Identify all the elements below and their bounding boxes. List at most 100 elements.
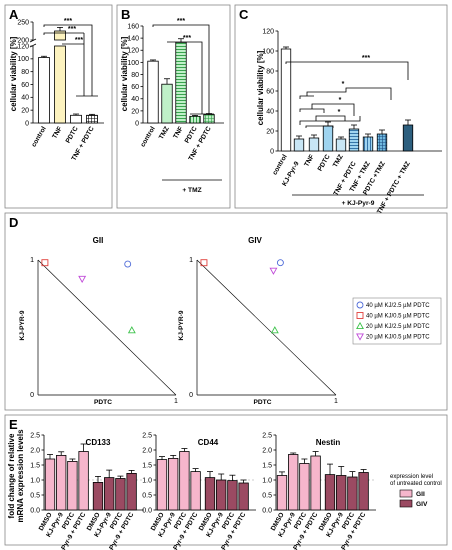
d-legend-box	[352, 297, 442, 345]
e-y-tick-label: 1.0	[142, 477, 152, 484]
c-sig-bracket	[315, 115, 346, 121]
e-bar-gii	[56, 454, 67, 511]
e-legend-swatch	[399, 489, 413, 498]
b-y-tick-label: 20	[131, 108, 139, 115]
e-y-tick-label: 0.5	[262, 492, 272, 499]
panel-b-chart: 0 20 40 60 80 100 120 140 160 cellular viability …	[120, 18, 224, 194]
e-bar-gii	[179, 451, 190, 511]
b-bar	[161, 83, 173, 124]
a-axis-break	[29, 43, 37, 48]
d-point	[78, 275, 87, 284]
panel-c-chart: 0 20 40 60 80 100 120 cellular viability [%] con…	[256, 28, 442, 215]
a-y-tick-label: 80	[21, 69, 29, 76]
panel-e-frame	[4, 414, 448, 546]
d-x-label: PDTC	[94, 399, 112, 406]
d-y-tick-label: 0	[30, 392, 34, 399]
panel-label-c: C	[239, 7, 249, 22]
a-sig-label: ***	[75, 37, 83, 44]
e-y-label: fold change of relative	[7, 433, 16, 518]
e-y-label: mRNA expression levels	[16, 429, 25, 523]
d-point	[270, 326, 279, 334]
e-y-tick-label: 1.0	[262, 477, 272, 484]
d-point	[276, 259, 284, 267]
b-group-label: + TMZ	[182, 187, 201, 194]
d-legend-label: 20 µM KJ/0.5 µM PDTC	[366, 335, 430, 341]
panel-d-frame	[4, 212, 448, 411]
e-bar-gii	[276, 475, 288, 511]
d-subplot-title: GIV	[248, 236, 262, 245]
e-bar-gii	[78, 451, 89, 511]
c-sig-label: *	[338, 109, 341, 116]
d-point	[269, 267, 278, 275]
c-bar	[308, 137, 320, 152]
b-category-label: control	[139, 125, 156, 148]
e-y-tick-label: 2.0	[262, 447, 272, 454]
d-additivity-line	[196, 259, 337, 396]
e-bar-gii	[67, 460, 78, 511]
d-legend-marker	[356, 312, 364, 319]
c-sig-bracket	[299, 116, 361, 125]
c-sig-bracket	[311, 103, 355, 116]
e-bar-giv	[347, 476, 358, 511]
d-legend-label: 40 µM KJ/0.5 µM PDTC	[366, 314, 430, 320]
c-sig-bracket	[299, 95, 314, 99]
c-sig-label: ***	[362, 55, 370, 62]
e-y-tick-label: 0.0	[142, 507, 152, 514]
e-y-tick-label: 1.5	[142, 462, 152, 469]
a-sig-label: ***	[68, 26, 76, 33]
d-point	[124, 260, 132, 268]
e-bar-giv	[126, 472, 137, 511]
b-y-tick-label: 100	[127, 60, 139, 67]
b-y-label: cellular viability [%]	[120, 36, 129, 111]
d-point	[127, 326, 136, 334]
a-bar	[38, 57, 50, 124]
d-legend-label: 40 µM KJ/2.5 µM PDTC	[366, 303, 430, 309]
e-y-tick-label: 2.5	[262, 432, 272, 439]
d-y-tick-label: 1	[30, 257, 34, 264]
b-sig-label: ***	[183, 35, 191, 42]
d-legend-marker	[356, 333, 364, 341]
b-bar	[147, 60, 159, 124]
e-gene-title: CD133	[86, 438, 111, 447]
c-y-tick-label: 40	[266, 108, 274, 115]
c-sig-bracket	[285, 61, 409, 80]
a-bar	[86, 114, 98, 124]
c-y-tick-label: 0	[270, 148, 274, 155]
e-y-tick-label: 2.5	[142, 432, 152, 439]
panel-a-frame	[4, 4, 113, 209]
a-sig-bracket	[43, 24, 93, 96]
b-bar	[189, 115, 201, 124]
e-y-tick-label: 0.0	[30, 507, 40, 514]
e-annotation: of untreated control	[390, 481, 442, 487]
d-y-label: KJ-PYR-9	[19, 310, 26, 340]
e-y-tick-label: 2.0	[30, 447, 40, 454]
d-point	[200, 259, 208, 267]
c-y-tick-label: 80	[266, 68, 274, 75]
a-category-label: control	[30, 125, 47, 148]
a-bar	[54, 45, 66, 124]
e-gene-title: Nestin	[316, 438, 341, 447]
d-y-tick-label: 1	[189, 257, 193, 264]
a-sig-label: ***	[64, 18, 72, 25]
e-y-tick-label: 0.0	[262, 507, 272, 514]
a-y-tick-label: 40	[21, 95, 29, 102]
e-bar-giv	[92, 481, 104, 511]
b-category-label: TNF	[172, 126, 184, 141]
c-bar	[376, 133, 388, 152]
panel-d-chart: GII 1 0 1 PDTC KJ-PYR-9 GIV 1 0 1 PDTC KJ-PYR-9 40 µ…	[19, 236, 442, 406]
a-y-tick-label: 200	[17, 37, 29, 44]
c-bar	[280, 48, 292, 152]
c-y-tick-label: 120	[262, 28, 274, 35]
a-y-label: cellular viability [%]	[9, 36, 18, 111]
b-y-tick-label: 160	[127, 23, 139, 30]
a-category-label: TNF	[51, 126, 63, 141]
c-y-tick-label: 60	[266, 88, 274, 95]
d-legend-label: 20 µM KJ/2.5 µM PDTC	[366, 324, 430, 330]
c-y-label: cellular viability [%]	[256, 50, 265, 125]
d-subplot-title: GII	[93, 236, 104, 245]
e-bar-gii	[44, 458, 56, 511]
b-bar	[175, 41, 187, 124]
d-additivity-line	[37, 259, 177, 396]
e-gene-title: CD44	[198, 438, 219, 447]
a-y-tick-label: 100	[17, 56, 29, 63]
